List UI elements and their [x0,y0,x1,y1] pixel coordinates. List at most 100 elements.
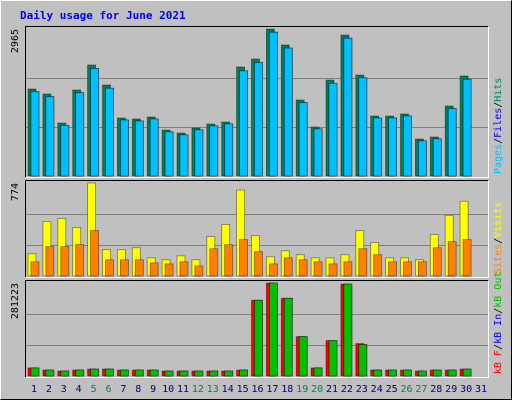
bar [268,263,278,277]
x-tick-label: 28 [430,384,442,395]
x-tick-label: 27 [415,384,427,395]
bar [179,134,189,177]
bar [120,369,129,377]
bar [343,283,353,377]
x-tick-label: 19 [296,384,308,395]
x-tick-label: 3 [61,384,67,395]
bar [179,370,189,377]
x-tick-label: 8 [135,384,141,395]
bar [75,244,85,277]
x-tick-label: 14 [222,384,234,395]
x-tick-label: 1 [31,384,37,395]
bar [75,92,85,177]
x-tick-label: 7 [120,384,126,395]
panel-edge-dark [25,180,489,278]
bar [209,125,219,177]
bar [164,370,174,377]
bar [60,125,70,177]
bar [403,115,412,177]
bar [30,91,40,177]
bar [343,261,353,277]
bar [462,239,472,277]
y-max-label: 774 [10,183,21,201]
bar [134,120,144,177]
x-tick-label: 16 [251,384,263,395]
bar [417,140,427,177]
bar [45,369,55,377]
x-tick-label: 22 [341,384,353,395]
bar [179,261,189,277]
legend-separator: / [493,238,504,244]
bar [239,369,249,377]
bar [90,230,99,277]
x-tick-label: 24 [371,384,383,395]
bar [298,259,308,277]
bar [194,370,204,377]
bar [432,138,442,177]
bar [328,82,338,177]
x-tick-label: 21 [326,384,338,395]
bar [105,87,114,177]
panel-edge-light [25,280,489,378]
bar [268,31,278,177]
x-tick-label: 9 [150,384,156,395]
bar [30,261,40,277]
bar [447,369,457,377]
bar [105,368,114,377]
x-tick-label: 12 [192,384,204,395]
bar [432,247,442,277]
legend-separator: / [493,344,504,350]
legend-separator: / [493,308,504,314]
panel-edge-dark [25,26,489,178]
bar [313,128,323,177]
bar [403,369,412,377]
bar [90,68,99,177]
x-tick-label: 30 [460,384,472,395]
bar [164,263,174,277]
bar [388,261,398,277]
legend-entry: Pages [493,144,504,174]
bar [120,119,129,177]
x-tick-label: 20 [311,384,323,395]
y-max-label: 2965 [10,29,21,53]
bar [328,340,338,377]
chart-title: Daily usage for June 2021 [20,9,186,22]
legend-separator: / [493,138,504,144]
bar [60,246,70,277]
bar [254,251,263,277]
bar [388,117,398,177]
x-tick-label: 4 [76,384,82,395]
panel-edge-light [25,26,489,178]
bar [90,368,99,377]
bar [358,77,368,177]
bar [134,369,144,377]
bar [417,370,427,377]
legend-separator: / [493,102,504,108]
bar [149,369,159,377]
bar [283,47,293,177]
bar [388,369,398,377]
bar [432,369,442,377]
x-tick-label: 17 [266,384,278,395]
legend: Pages/Files/Hits [493,78,504,174]
bar [149,118,159,177]
x-tick-label: 13 [207,384,219,395]
bar [462,368,472,377]
bar [164,131,174,177]
bar [403,261,412,277]
bar [298,102,308,177]
x-tick-label: 10 [162,384,174,395]
legend-entry: kB In [493,314,504,344]
legend-entry: Sites [493,244,504,274]
bar [373,117,383,177]
x-tick-label: 2 [46,384,52,395]
x-tick-label: 23 [356,384,368,395]
legend-entry: kB F [493,350,504,374]
bar [254,62,263,177]
bar [30,367,40,377]
bar [60,370,70,377]
legend-entry: Hits [493,78,504,102]
bar [120,259,129,277]
bar [447,108,457,177]
